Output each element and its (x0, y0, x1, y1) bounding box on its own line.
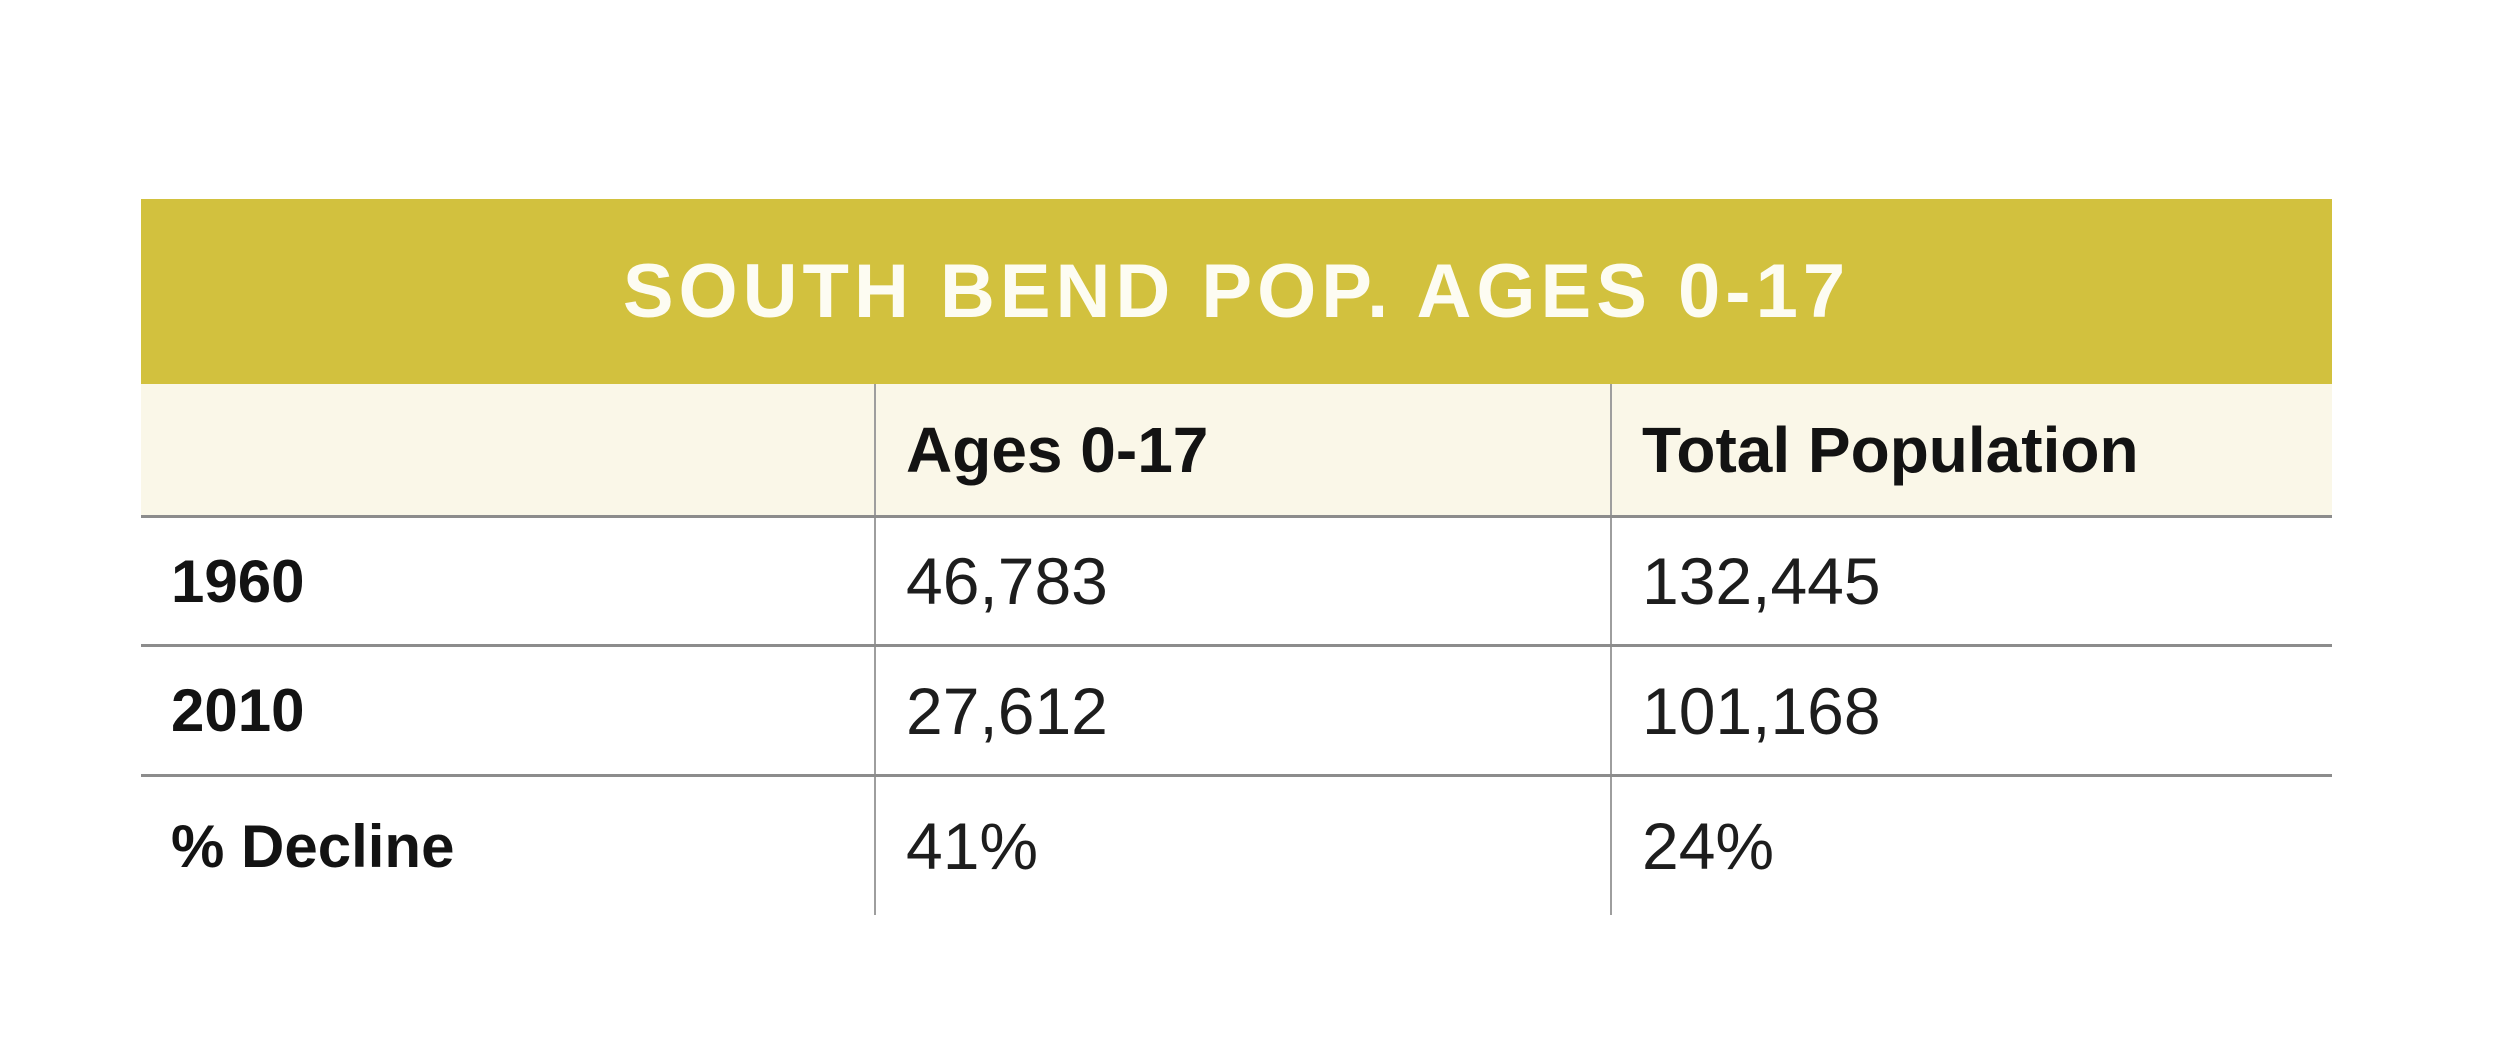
row-label-percent-decline: % Decline (171, 812, 455, 880)
cell-2010-ages-0-17: 27,612 (874, 647, 1610, 774)
value-2010-total-population: 101,168 (1642, 673, 1881, 748)
value-percent-decline-total-population: 24% (1642, 809, 1775, 883)
header-row: Ages 0-17 Total Population (141, 384, 2332, 518)
value-percent-decline-ages-0-17: 41% (906, 809, 1039, 883)
cell-percent-decline-ages-0-17: 41% (874, 777, 1610, 915)
column-header-total-population-label: Total Population (1642, 413, 2139, 486)
value-1960-total-population: 132,445 (1642, 544, 1881, 618)
table-grid: Ages 0-17 Total Population 1960 46,783 1… (141, 384, 2332, 915)
column-header-blank (141, 384, 874, 515)
value-1960-ages-0-17: 46,783 (906, 544, 1108, 618)
column-header-ages-0-17-label: Ages 0-17 (906, 413, 1209, 486)
column-header-total-population: Total Population (1610, 384, 2332, 515)
table-row-2010: 2010 27,612 101,168 (141, 647, 2332, 777)
table-row-percent-decline: % Decline 41% 24% (141, 777, 2332, 915)
row-label-2010: 2010 (171, 677, 305, 744)
row-label-cell-1960: 1960 (141, 518, 874, 644)
cell-percent-decline-total-population: 24% (1610, 777, 2332, 915)
row-label-cell-percent-decline: % Decline (141, 777, 874, 915)
row-label-1960: 1960 (171, 547, 305, 615)
value-2010-ages-0-17: 27,612 (906, 673, 1108, 748)
table-row-1960: 1960 46,783 132,445 (141, 518, 2332, 647)
cell-2010-total-population: 101,168 (1610, 647, 2332, 774)
cell-1960-ages-0-17: 46,783 (874, 518, 1610, 644)
south-bend-population-table: SOUTH BEND POP. AGES 0-17 Ages 0-17 Tota… (141, 199, 2332, 915)
table-title: SOUTH BEND POP. AGES 0-17 (622, 249, 1851, 334)
table-title-bar: SOUTH BEND POP. AGES 0-17 (141, 199, 2332, 384)
row-label-cell-2010: 2010 (141, 647, 874, 774)
column-header-ages-0-17: Ages 0-17 (874, 384, 1610, 515)
cell-1960-total-population: 132,445 (1610, 518, 2332, 644)
